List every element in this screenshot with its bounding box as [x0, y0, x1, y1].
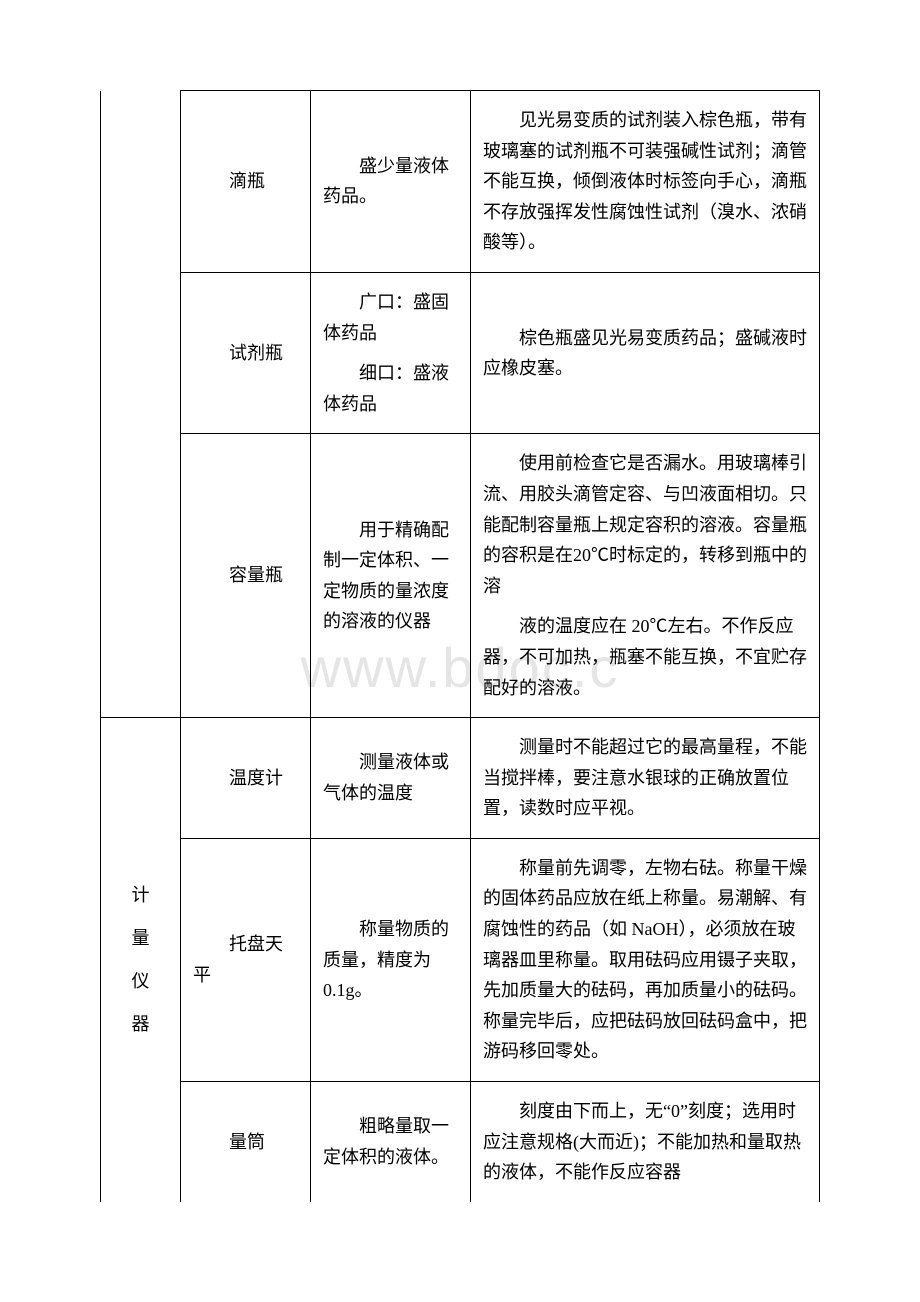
table-row: 容量瓶 用于精确配制一定体积、一定物质的量浓度的溶液的仪器 使用前检查它是否漏水…: [101, 434, 820, 718]
instrument-note: 刻度由下而上，无“0”刻度；选用时应注意规格(大而近)；不能加热和量取热的液体，…: [471, 1082, 820, 1202]
category-cell-blank: [101, 91, 181, 718]
instrument-use: 用于精确配制一定体积、一定物质的量浓度的溶液的仪器: [311, 434, 471, 718]
instrument-name: 容量瓶: [181, 434, 311, 718]
instrument-use: 称量物质的质量，精度为 0.1g。: [311, 838, 471, 1081]
instrument-use: 测量液体或气体的温度: [311, 718, 471, 839]
instrument-use: 盛少量液体药品。: [311, 91, 471, 273]
category-label: 计量仪器: [113, 874, 168, 1047]
instrument-use: 广口：盛固体药品 细口：盛液体药品: [311, 272, 471, 433]
instrument-name: 温度计: [181, 718, 311, 839]
table-row: 试剂瓶 广口：盛固体药品 细口：盛液体药品 棕色瓶盛见光易变质药品；盛碱液时应橡…: [101, 272, 820, 433]
instrument-name: 量筒: [181, 1082, 311, 1202]
instrument-use: 粗略量取一定体积的液体。: [311, 1082, 471, 1202]
instrument-name: 滴瓶: [181, 91, 311, 273]
table-row: 计量仪器 温度计 测量液体或气体的温度 测量时不能超过它的最高量程，不能当搅拌棒…: [101, 718, 820, 839]
instrument-name: 试剂瓶: [181, 272, 311, 433]
instrument-note: 称量前先调零，左物右砝。称量干燥的固体药品应放在纸上称量。易潮解、有腐蚀性的药品…: [471, 838, 820, 1081]
table-row: 滴瓶 盛少量液体药品。 见光易变质的试剂装入棕色瓶，带有玻璃塞的试剂瓶不可装强碱…: [101, 91, 820, 273]
category-cell: 计量仪器: [101, 718, 181, 1202]
table-row: 量筒 粗略量取一定体积的液体。 刻度由下而上，无“0”刻度；选用时应注意规格(大…: [101, 1082, 820, 1202]
instrument-note: 测量时不能超过它的最高量程，不能当搅拌棒，要注意水银球的正确放置位置，读数时应平…: [471, 718, 820, 839]
instrument-note: 棕色瓶盛见光易变质药品；盛碱液时应橡皮塞。: [471, 272, 820, 433]
table-row: 托盘天平 称量物质的质量，精度为 0.1g。 称量前先调零，左物右砝。称量干燥的…: [101, 838, 820, 1081]
instrument-table: 滴瓶 盛少量液体药品。 见光易变质的试剂装入棕色瓶，带有玻璃塞的试剂瓶不可装强碱…: [100, 90, 820, 1202]
instrument-name: 托盘天平: [181, 838, 311, 1081]
instrument-note: 使用前检查它是否漏水。用玻璃棒引流、用胶头滴管定容、与凹液面相切。只能配制容量瓶…: [471, 434, 820, 718]
instrument-note: 见光易变质的试剂装入棕色瓶，带有玻璃塞的试剂瓶不可装强碱性试剂；滴管不能互换，倾…: [471, 91, 820, 273]
